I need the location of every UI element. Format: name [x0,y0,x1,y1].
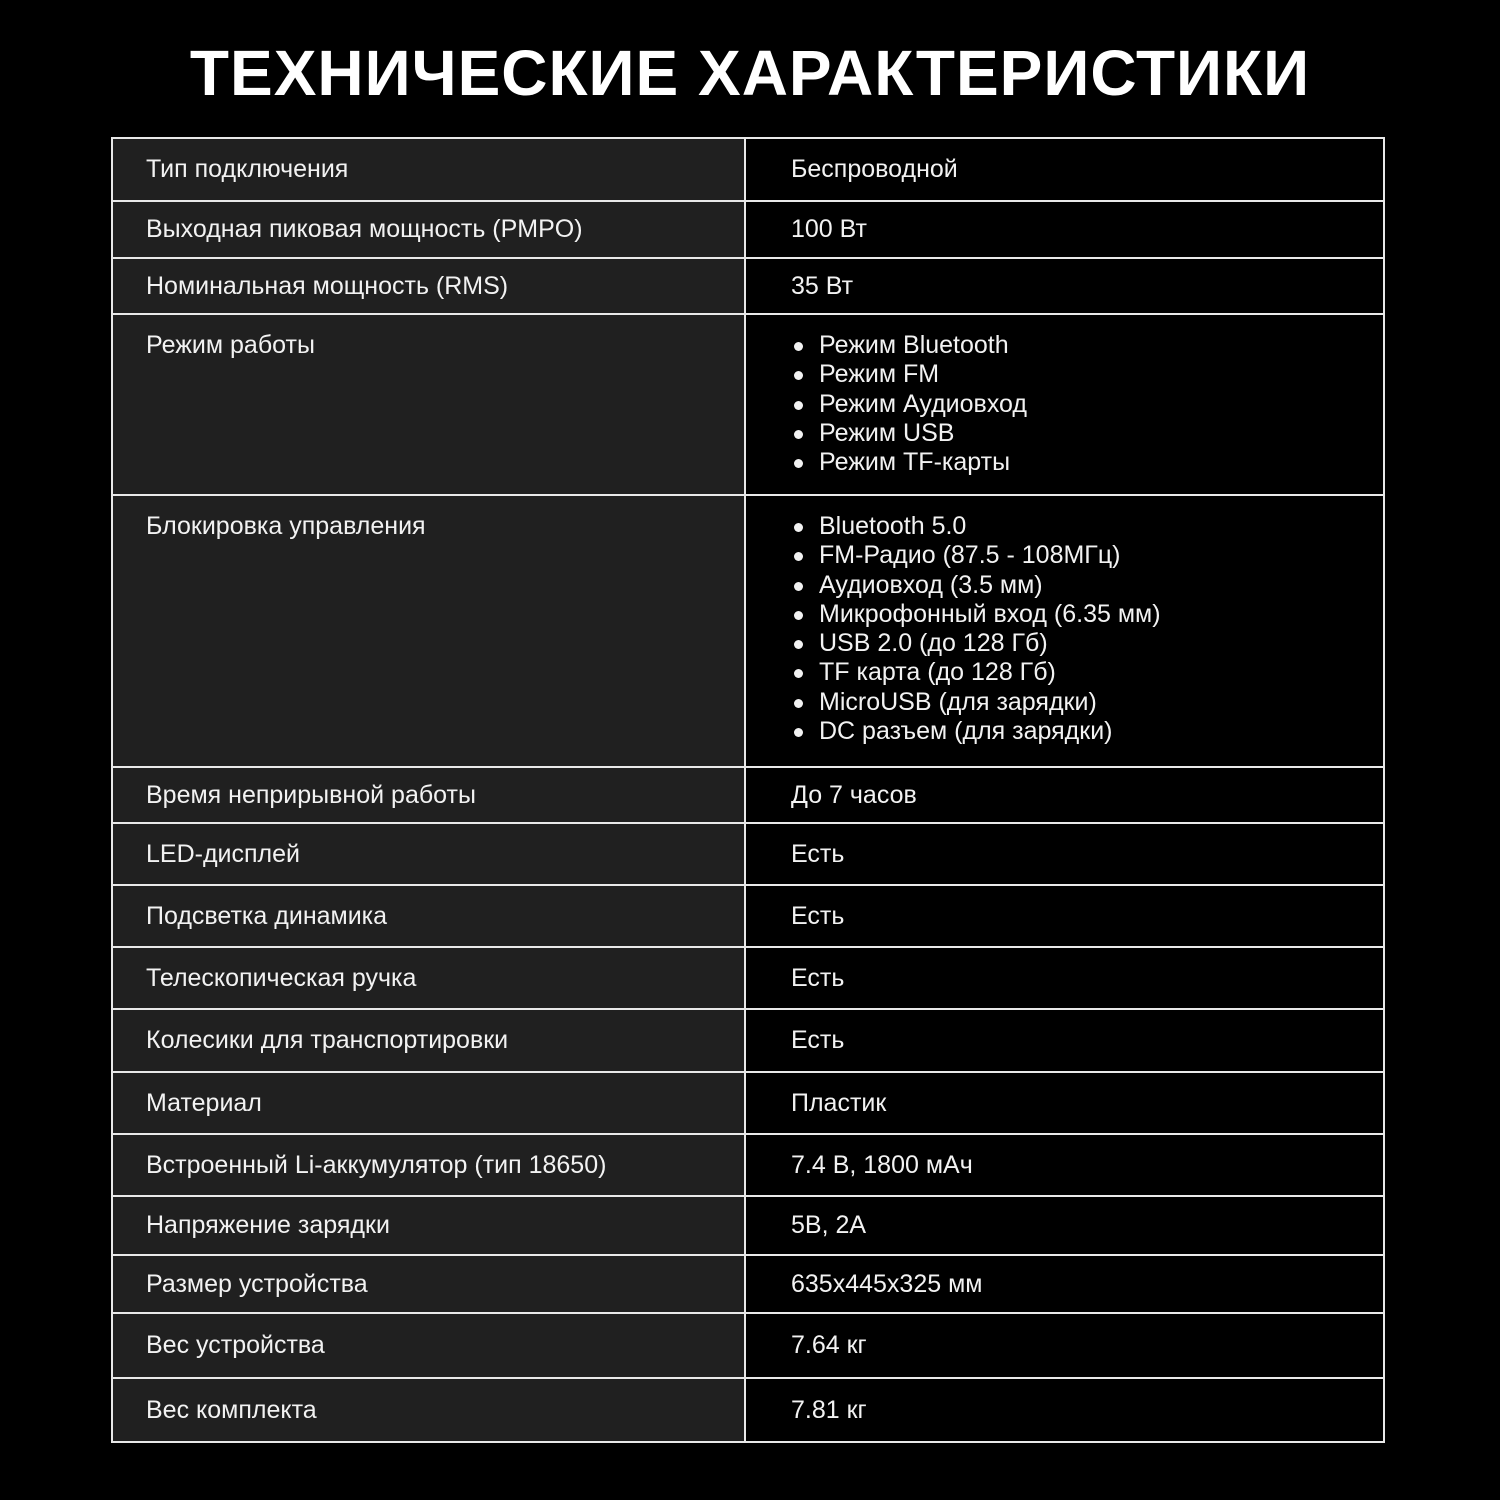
spec-value: Bluetooth 5.0 FM-Радио (87.5 - 108МГц) Ауд… [746,496,1383,766]
table-row: Блокировка управления Bluetooth 5.0 FM-Рад… [113,496,1383,768]
spec-label: Напряжение зарядки [113,1197,746,1254]
list-item: MicroUSB (для зарядки) [794,688,1161,717]
list-item: TF карта (до 128 Гб) [794,658,1161,687]
spec-value-list: Bluetooth 5.0 FM-Радио (87.5 - 108МГц) Ауд… [791,512,1161,746]
spec-label: Материал [113,1073,746,1133]
table-row: Размер устройства 635x445x325 мм [113,1256,1383,1314]
spec-value: Есть [746,824,1383,884]
spec-label: LED-дисплей [113,824,746,884]
spec-value: Есть [746,886,1383,946]
spec-value: Беспроводной [746,139,1383,200]
spec-value: Режим Bluetooth Режим FM Режим Аудиовход Ре… [746,315,1383,494]
spec-label: Вес комплекта [113,1379,746,1441]
list-item: Режим Bluetooth [794,331,1027,360]
table-row: Тип подключения Беспроводной [113,139,1383,202]
spec-value: 635x445x325 мм [746,1256,1383,1312]
spec-label: Размер устройства [113,1256,746,1312]
spec-value: 7.4 В, 1800 мАч [746,1135,1383,1195]
spec-value: Пластик [746,1073,1383,1133]
spec-label: Номинальная мощность (RMS) [113,259,746,313]
spec-label: Вес устройства [113,1314,746,1377]
table-row: Телескопическая ручка Есть [113,948,1383,1010]
table-row: Номинальная мощность (RMS) 35 Вт [113,259,1383,315]
spec-value: 100 Вт [746,202,1383,257]
list-item: Режим FM [794,360,1027,389]
spec-label: Режим работы [113,315,746,494]
spec-label: Тип подключения [113,139,746,200]
table-row: Напряжение зарядки 5В, 2А [113,1197,1383,1256]
spec-label: Время неприрывной работы [113,768,746,822]
spec-label: Встроенный Li-аккумулятор (тип 18650) [113,1135,746,1195]
table-row: LED-дисплей Есть [113,824,1383,886]
spec-label: Выходная пиковая мощность (PMPO) [113,202,746,257]
list-item: Режим TF-карты [794,448,1027,477]
table-row: Вес комплекта 7.81 кг [113,1379,1383,1441]
table-row: Выходная пиковая мощность (PMPO) 100 Вт [113,202,1383,259]
spec-label: Подсветка динамика [113,886,746,946]
spec-label: Колесики для транспортировки [113,1010,746,1071]
list-item: Аудиовход (3.5 мм) [794,571,1161,600]
table-row: Встроенный Li-аккумулятор (тип 18650) 7.4… [113,1135,1383,1197]
list-item: DC разъем (для зарядки) [794,717,1161,746]
list-item: FM-Радио (87.5 - 108МГц) [794,541,1161,570]
page-title: ТЕХНИЧЕСКИЕ ХАРАКТЕРИСТИКИ [189,37,1311,109]
list-item: Bluetooth 5.0 [794,512,1161,541]
list-item: USB 2.0 (до 128 Гб) [794,629,1161,658]
spec-value: 5В, 2А [746,1197,1383,1254]
list-item: Микрофонный вход (6.35 мм) [794,599,1161,628]
spec-value-list: Режим Bluetooth Режим FM Режим Аудиовход Ре… [791,331,1027,477]
table-row: Вес устройства 7.64 кг [113,1314,1383,1379]
table-row: Колесики для транспортировки Есть [113,1010,1383,1073]
table-row: Время неприрывной работы До 7 часов [113,768,1383,824]
spec-table: Тип подключения Беспроводной Выходная пико… [111,137,1385,1443]
spec-label: Телескопическая ручка [113,948,746,1008]
spec-value: Есть [746,948,1383,1008]
table-row: Подсветка динамика Есть [113,886,1383,948]
spec-value: 35 Вт [746,259,1383,313]
spec-value: 7.81 кг [746,1379,1383,1441]
spec-value: До 7 часов [746,768,1383,822]
table-row: Режим работы Режим Bluetooth Режим FM Режим… [113,315,1383,496]
spec-label: Блокировка управления [113,496,746,766]
spec-value: Есть [746,1010,1383,1071]
list-item: Режим USB [794,419,1027,448]
table-row: Материал Пластик [113,1073,1383,1135]
spec-value: 7.64 кг [746,1314,1383,1377]
list-item: Режим Аудиовход [794,389,1027,418]
